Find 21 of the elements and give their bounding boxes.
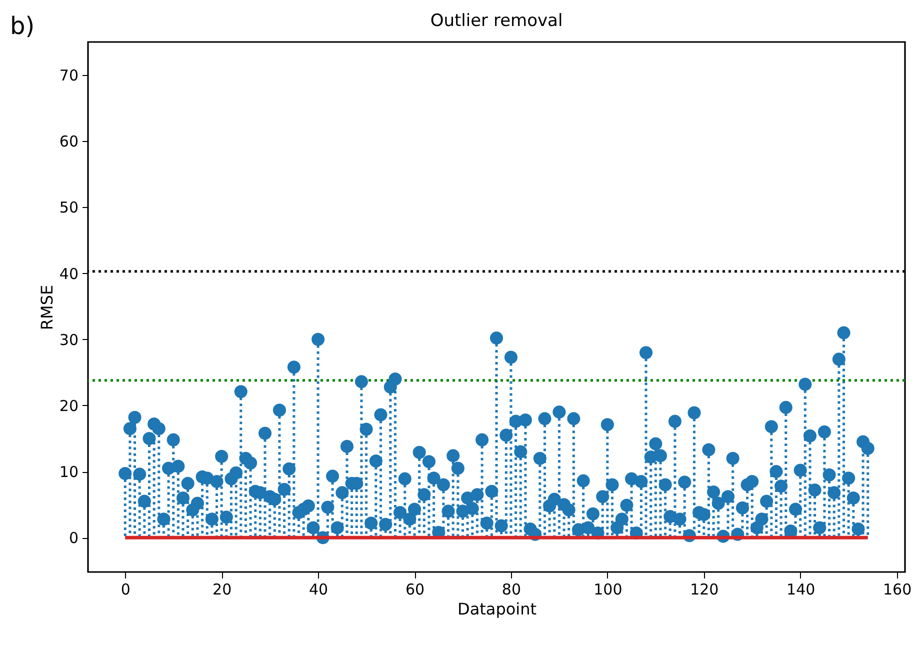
x-tick-label: 20 — [212, 580, 232, 598]
y-tick-label: 30 — [59, 330, 78, 349]
y-axis-title: RMSE — [37, 284, 56, 330]
x-tick-label: 0 — [120, 580, 130, 598]
y-tick-label: 0 — [68, 529, 78, 548]
x-tick-label: 160 — [882, 580, 912, 598]
y-tick-label: 50 — [59, 198, 78, 217]
x-tick-label: 120 — [690, 580, 719, 598]
x-tick-label: 40 — [309, 580, 328, 598]
y-tick-label: 10 — [59, 463, 78, 482]
y-tick-label: 60 — [59, 132, 78, 151]
x-tick-label: 100 — [594, 580, 622, 598]
text: b) — [10, 12, 35, 40]
y-tick-label: 70 — [59, 66, 78, 85]
x-axis-title: Datapoint — [457, 600, 537, 618]
x-tick-label: 60 — [405, 580, 425, 598]
y-tick-label: 40 — [59, 264, 78, 283]
x-tick-label: 140 — [786, 580, 816, 598]
y-tick-label: 20 — [59, 396, 78, 415]
chart-title: Outlier removal — [430, 11, 563, 31]
x-tick-label: 80 — [502, 580, 522, 598]
